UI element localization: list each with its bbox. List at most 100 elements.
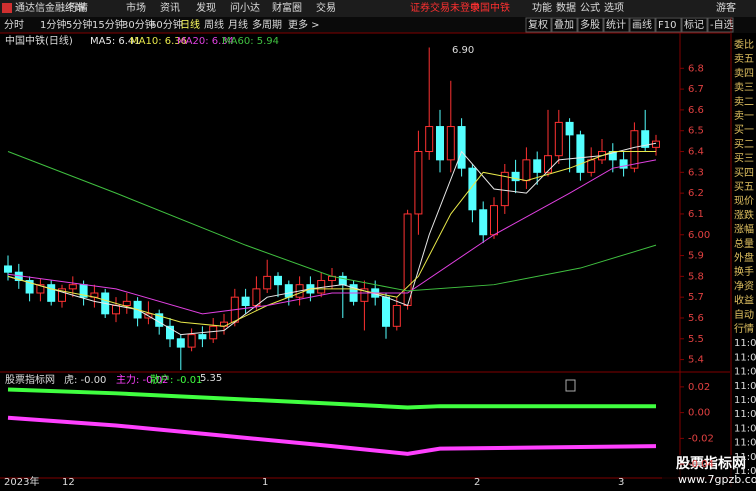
period-tab[interactable]: 多周期 [252, 18, 282, 31]
side-label: 卖四 [734, 67, 754, 79]
ma-line [7, 151, 656, 327]
side-label: 11:02 [734, 452, 756, 463]
y-tick-label: 6.8 [688, 63, 704, 74]
period-tab[interactable]: 月线 [228, 18, 248, 31]
menu-item[interactable]: 选项 [604, 1, 624, 14]
candle-body [425, 126, 434, 153]
candle-body [36, 284, 45, 294]
notice[interactable]: 证券交易未登录 [410, 1, 480, 14]
period-tab[interactable]: 30分钟 [122, 18, 155, 31]
candle-body [500, 171, 509, 207]
candle-body [4, 265, 12, 273]
menu-item[interactable]: 功能 [532, 1, 552, 14]
candle-body [187, 334, 196, 348]
tool-button[interactable] [603, 17, 630, 33]
logo [2, 3, 12, 13]
candle-body [630, 130, 639, 169]
x-tick-label: 12 [62, 477, 75, 487]
tool-button-label[interactable]: 统计 [606, 18, 626, 31]
side-label: 11:01 [734, 352, 756, 363]
tool-button-label[interactable]: 叠加 [554, 19, 574, 31]
candle-body [576, 134, 585, 173]
candle-body [25, 280, 34, 294]
candle-body [360, 288, 369, 302]
period-tab[interactable]: 60分钟 [150, 18, 183, 31]
y-tick-label: 5.6 [688, 313, 704, 324]
side-label: 收益 [734, 294, 754, 307]
period-tab[interactable]: 15分钟 [92, 18, 125, 31]
y-tick-label: 6.3 [688, 167, 704, 178]
period-bar [0, 17, 756, 33]
side-label: 买三 [734, 153, 754, 165]
side-label: 总量 [734, 237, 754, 250]
tool-button-label[interactable]: 画线 [632, 18, 652, 31]
side-label: 买四 [734, 167, 754, 179]
flag [565, 379, 576, 392]
period-tab[interactable]: 周线 [204, 18, 224, 31]
tool-button-label[interactable]: 复权 [528, 18, 548, 31]
candle-body [241, 296, 250, 306]
side-label: 现价 [734, 195, 754, 207]
x-tick-label: 2023年 [4, 475, 39, 487]
indicator-line [7, 387, 656, 410]
annotation: 6.90 [452, 45, 474, 56]
watermark-title: 股票指标网 [676, 455, 746, 472]
side-label: 11:02 [734, 367, 756, 378]
ma-line [7, 151, 657, 292]
tool-button[interactable] [629, 17, 656, 33]
candle-body [490, 205, 498, 236]
side-label: 买二 [734, 138, 754, 150]
tool-button[interactable] [707, 17, 734, 33]
candle-body [382, 296, 390, 327]
tool-button-label[interactable]: F10 [658, 20, 676, 31]
side-label: 委比 [734, 38, 754, 51]
period-tab[interactable]: 更多 > [288, 18, 320, 31]
menu-bar [0, 0, 756, 17]
tool-button-label[interactable]: 多股 [580, 18, 600, 31]
x-tick-label: 3 [618, 477, 624, 487]
y-tick-label: 6.5 [688, 126, 704, 137]
y-tick-label: 6.4 [688, 147, 704, 158]
tool-button[interactable] [577, 17, 604, 33]
legend-entry: 主力: -0.02 [116, 373, 168, 386]
tool-button-label[interactable]: -自选 [710, 18, 734, 31]
menu-item[interactable]: 财富圈 [272, 1, 302, 14]
user[interactable]: 游客 [716, 1, 736, 14]
app-name: 通达信金融终端 [15, 1, 85, 14]
candle-body [436, 126, 444, 161]
y-tick-label: 5.9 [688, 251, 704, 262]
tool-button-label[interactable]: 标记 [684, 19, 704, 31]
x-tick-label: 1 [262, 477, 268, 487]
tool-button[interactable] [681, 17, 708, 33]
period-tab[interactable]: 1分钟 [40, 18, 66, 31]
candle-body [554, 121, 563, 157]
candle-body [468, 167, 477, 211]
menu-item[interactable]: 公式 [580, 1, 600, 14]
side-label: 11:02 [734, 395, 756, 406]
side-label: 自动 [734, 308, 754, 321]
menu-item[interactable]: 数据 [556, 1, 576, 14]
menu-item[interactable]: 交易 [316, 1, 336, 14]
period-tab[interactable]: 日线 [180, 18, 200, 31]
menu-item[interactable]: 资讯 [160, 2, 180, 14]
y-tick-label: 6.1 [688, 209, 704, 220]
y-tick-label: 6.6 [688, 105, 704, 116]
period-tab[interactable]: 5分钟 [66, 18, 92, 31]
tool-button[interactable] [655, 17, 682, 33]
period-tab[interactable]: 分时 [4, 19, 24, 31]
tool-button[interactable] [551, 17, 578, 33]
ma-line [7, 159, 657, 315]
candle-body [457, 126, 466, 169]
candle-body [263, 275, 272, 290]
tool-button[interactable] [525, 17, 552, 33]
side-label: 11:02 [734, 466, 756, 477]
legend-entry: MA10: 6.36 [130, 36, 187, 47]
side-label: 11:02 [734, 438, 756, 449]
menu-item[interactable]: 市场 [126, 1, 146, 14]
candle-body [122, 300, 131, 306]
watermark-box [662, 455, 756, 487]
menu-item[interactable]: 行情 [68, 1, 88, 14]
menu-item[interactable]: 发现 [196, 1, 216, 14]
menu-item[interactable]: 问小达 [230, 1, 260, 14]
candle-body [68, 284, 77, 290]
